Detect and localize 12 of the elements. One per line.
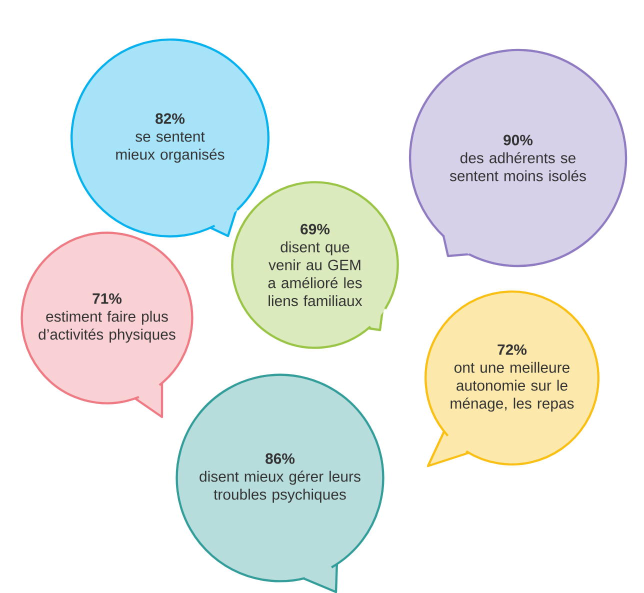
category-label: disent mieux gérer leurs troubles psychiques bbox=[200, 470, 360, 503]
data-label: 86% bbox=[266, 453, 295, 464]
category-label: des adhérents se sentent moins isolés bbox=[450, 152, 586, 182]
category-label: ont une meilleure autonomie sur le ménage, les repas bbox=[450, 362, 574, 412]
category-label: estiment faire plus d’activités physiques bbox=[38, 310, 176, 343]
data-label: 90% bbox=[504, 134, 533, 146]
data-label: 71% bbox=[92, 293, 122, 304]
category-label: se sentent mieux organisés bbox=[116, 132, 224, 163]
data-label: 82% bbox=[156, 113, 185, 124]
category-label: disent que venir au GEM a amélioré les liens familiaux bbox=[268, 241, 362, 306]
data-label: 69% bbox=[300, 224, 330, 234]
data-label: 72% bbox=[498, 344, 527, 355]
